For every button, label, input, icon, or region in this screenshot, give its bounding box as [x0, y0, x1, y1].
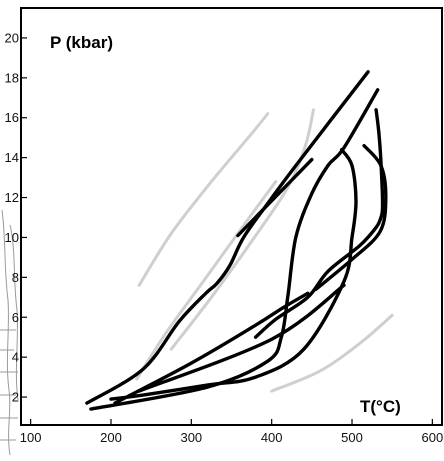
y-tick-label-4: 10 [5, 230, 19, 245]
gray-curve-0 [137, 112, 270, 287]
y-tick-label-1: 4 [12, 350, 19, 365]
y-tick-label-8: 18 [5, 70, 19, 85]
axes: 100 200 300 400 500 600 2 4 6 8 10 12 14 16 18 20 [5, 30, 444, 445]
plot-area [85, 70, 394, 411]
black-curve-8 [137, 283, 346, 393]
black-curve-11 [109, 148, 358, 401]
y-axis-label: P (kbar) [50, 33, 113, 52]
black-curve-4 [85, 70, 370, 405]
gray-curve-3 [270, 313, 394, 393]
gray-curve-2 [135, 180, 278, 381]
y-tick-label-6: 14 [5, 150, 19, 165]
y-tick-label-3: 8 [12, 270, 19, 285]
black-curve-6 [236, 157, 314, 238]
plot-frame [20, 7, 443, 426]
y-tick-label-5: 12 [5, 190, 19, 205]
y-tick-label-0: 2 [12, 390, 19, 405]
black-curve-7 [113, 291, 310, 405]
y-tick-label-9: 20 [5, 30, 19, 45]
gray-curve-1 [169, 108, 315, 351]
x-tick-label-4: 500 [341, 430, 363, 445]
y-tick-label-2: 6 [12, 310, 19, 325]
x-tick-label-5: 600 [422, 430, 444, 445]
left-edge-residue [0, 209, 19, 456]
y-tick-label-7: 16 [5, 110, 19, 125]
black-curve-9 [253, 108, 385, 339]
x-tick-label-3: 400 [261, 430, 283, 445]
x-tick-label-1: 200 [100, 430, 122, 445]
x-tick-label-0: 100 [20, 430, 42, 445]
x-tick-label-2: 300 [180, 430, 202, 445]
x-axis-label: T(°C) [360, 397, 401, 416]
